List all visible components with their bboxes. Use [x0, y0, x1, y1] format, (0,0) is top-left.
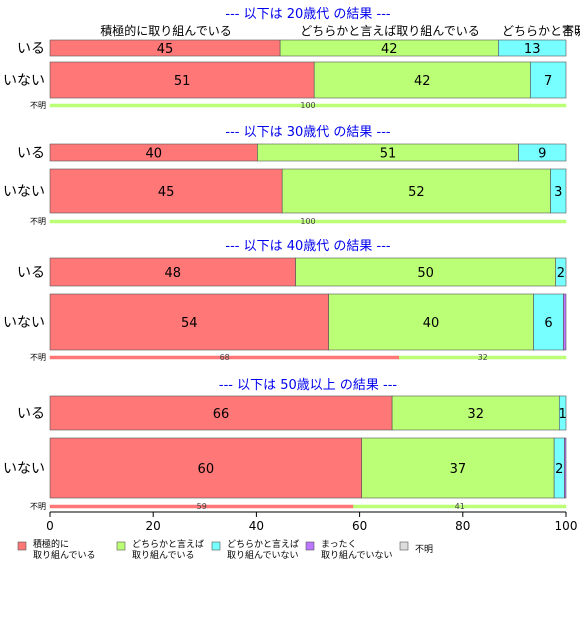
bar-segment [353, 504, 567, 509]
segment-value-label: 9 [538, 147, 546, 162]
segment-value-label: 1 [559, 407, 567, 422]
segment-value-label: 7 [544, 74, 552, 89]
segment-value-label: 42 [381, 42, 398, 57]
row-label: いない [3, 184, 45, 200]
segment-value-label: 41 [455, 502, 465, 511]
legend-label: どちらかと言えば [227, 538, 299, 550]
segment-value-label: 40 [145, 147, 162, 162]
segment-value-label: 51 [380, 147, 397, 162]
segment-value-label: 32 [467, 407, 484, 422]
bar-segment [49, 437, 362, 499]
row-label: 不明 [30, 353, 46, 362]
segment-value-label: 50 [417, 266, 434, 281]
panel-title: --- 以下は 20歳代 の結果 --- [225, 7, 391, 22]
segment-value-label: 54 [181, 316, 198, 331]
segment-value-label: 32 [478, 353, 488, 362]
legend-label: 積極的に [33, 538, 69, 550]
row-label: いない [3, 73, 45, 89]
legend-label: まったく [321, 539, 357, 550]
segment-value-label: 100 [300, 217, 315, 226]
segment-value-label: 37 [450, 462, 467, 477]
legend-swatch [211, 541, 221, 551]
panel-title: --- 以下は 50歳以上 の結果 --- [219, 378, 398, 393]
bar-segment [564, 437, 567, 499]
bar-segment [49, 61, 315, 99]
segment-value-label: 45 [158, 185, 175, 200]
segment-value-label: 66 [213, 407, 230, 422]
legend-label: 取り組んでいる [33, 549, 96, 561]
bar-segment [558, 395, 567, 431]
segment-value-label: 45 [157, 42, 174, 57]
bar-segment [498, 39, 567, 57]
bar-segment [361, 437, 555, 499]
bar-segment [295, 257, 556, 287]
segment-value-label: 13 [524, 42, 541, 57]
legend-label: 取り組んでいない [321, 549, 393, 561]
segment-value-label: 100 [300, 101, 315, 110]
x-tick-label: 20 [146, 519, 161, 533]
legend-swatch [305, 541, 315, 551]
row-label: いる [17, 41, 45, 57]
bar-segment [281, 168, 551, 214]
row-label: いる [17, 146, 45, 162]
segment-value-label: 60 [198, 462, 215, 477]
row-label: 不明 [30, 502, 46, 511]
segment-value-label: 2 [555, 462, 563, 477]
category-label-top: どちらかと言えば [502, 24, 580, 38]
bar-segment [49, 219, 567, 224]
x-tick-label: 60 [352, 519, 367, 533]
x-tick-label: 40 [249, 519, 264, 533]
segment-value-label: 68 [220, 353, 230, 362]
segment-value-label: 6 [544, 316, 552, 331]
bar-segment [49, 103, 567, 108]
segment-value-label: 2 [557, 266, 565, 281]
segment-value-label: 59 [197, 502, 207, 511]
row-label: 不明 [30, 101, 46, 110]
row-label: 不明 [30, 217, 46, 226]
panel-title: --- 以下は 30歳代 の結果 --- [225, 125, 391, 140]
row-label: いる [17, 265, 45, 281]
x-tick-label: 80 [455, 519, 470, 533]
bar-segment [563, 293, 567, 351]
legend-swatch [116, 541, 126, 551]
legend-label: 取り組んでいる [132, 549, 195, 561]
row-label: いる [17, 406, 45, 422]
legend-label: 不明 [415, 544, 433, 555]
legend-label: どちらかと言えば [132, 538, 204, 550]
segment-value-label: 42 [414, 74, 431, 89]
row-label: いない [3, 461, 45, 477]
category-label-top: 不明 [562, 24, 580, 38]
bar-segment [49, 257, 296, 287]
legend-swatch [17, 541, 27, 551]
bar-segment [399, 355, 567, 360]
bar-segment [313, 61, 531, 99]
category-label-top: どちらかと言えば取り組んでいる [300, 24, 479, 38]
bar-segment [518, 143, 567, 162]
x-tick-label: 0 [46, 519, 54, 533]
legend-label: 取り組んでいない [227, 549, 299, 561]
panel-title: --- 以下は 40歳代 の結果 --- [225, 239, 391, 254]
bar-segment [391, 395, 560, 431]
bar-segment [555, 257, 567, 287]
segment-value-label: 3 [554, 185, 562, 200]
bar-segment [550, 168, 567, 214]
bar-segment [328, 293, 534, 351]
bar-segment [49, 293, 329, 351]
segment-value-label: 52 [408, 185, 425, 200]
bar-segment [530, 61, 567, 99]
segment-value-label: 48 [165, 266, 182, 281]
row-label: いない [3, 315, 45, 331]
bar-segment [49, 395, 393, 431]
segment-value-label: 40 [423, 316, 440, 331]
legend-swatch [399, 541, 409, 551]
category-label-top: 積極的に取り組んでいる [100, 23, 231, 38]
segment-value-label: 51 [174, 74, 191, 89]
x-tick-label: 100 [555, 519, 578, 533]
